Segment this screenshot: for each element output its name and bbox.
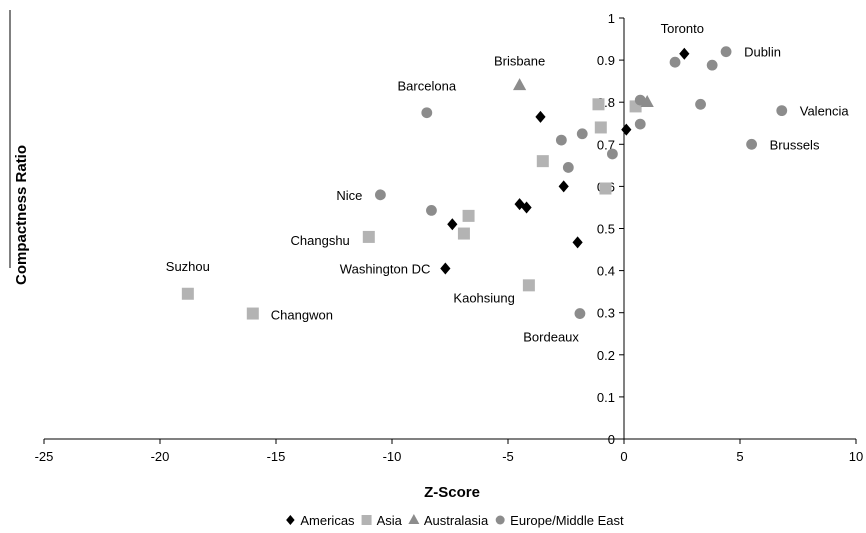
- europe-middle-east-point: [706, 59, 718, 71]
- europe-middle-east-point: [375, 189, 386, 201]
- europe-middle-east-point: [426, 204, 437, 216]
- legend-label: Americas: [300, 513, 355, 528]
- europe-middle-east-point: [634, 118, 646, 130]
- europe-middle-east-point: [607, 148, 618, 160]
- legend-label: Asia: [377, 513, 403, 528]
- asia-point: [599, 182, 612, 195]
- y-tick-label: 0.4: [597, 264, 615, 279]
- legend-item: Americas: [286, 513, 355, 528]
- x-tick-label: -20: [151, 449, 170, 464]
- asia-point: [536, 155, 549, 168]
- y-tick-label: 0.5: [597, 222, 615, 237]
- city-label: Brussels: [770, 137, 820, 152]
- x-tick-label: -15: [267, 449, 286, 464]
- y-tick-label: 1: [608, 11, 615, 26]
- australasia-point: [513, 78, 527, 91]
- legend-label: Europe/Middle East: [510, 513, 624, 528]
- city-label: Brisbane: [494, 53, 545, 68]
- city-label: Valencia: [800, 104, 850, 119]
- axes: [9, 10, 856, 440]
- asia-point: [457, 227, 470, 240]
- city-label: Washington DC: [340, 261, 431, 276]
- legend-item: Europe/Middle East: [495, 513, 624, 528]
- legend-item: Asia: [361, 513, 403, 528]
- x-tick-label: -5: [502, 449, 514, 464]
- europe-middle-east-point: [574, 308, 586, 319]
- city-label: Dublin: [744, 45, 781, 60]
- europe-middle-east-point: [776, 105, 788, 117]
- x-tick-label: 10: [849, 449, 863, 464]
- city-label: Toronto: [661, 21, 704, 36]
- asia-point: [181, 287, 194, 300]
- asia-point: [594, 121, 607, 134]
- americas-point: [621, 123, 632, 136]
- tick-labels: -25-20-15-10-5051000.10.20.30.40.50.60.7…: [35, 11, 864, 464]
- legend-label: Australasia: [424, 513, 489, 528]
- y-tick-label: 0: [608, 432, 615, 447]
- europe-middle-east-point: [720, 46, 732, 58]
- city-label: Bordeaux: [523, 330, 579, 345]
- europe-middle-east-point: [421, 107, 433, 119]
- asia-point: [246, 307, 259, 320]
- europe-middle-east-point: [669, 56, 681, 68]
- y-tick-label: 0.1: [597, 390, 615, 405]
- y-tick-label: 0.9: [597, 53, 615, 68]
- legend-marker-americas: [286, 515, 295, 525]
- legend-marker-europe-middle-east: [495, 515, 505, 525]
- americas-point: [535, 110, 546, 123]
- x-tick-label: 0: [620, 449, 627, 464]
- data-points: [181, 46, 788, 320]
- city-label: Changwon: [271, 308, 333, 323]
- americas-point: [521, 201, 532, 214]
- city-label: Kaohsiung: [453, 290, 514, 305]
- legend: Americas Asia Australasia Europe/Middle Eas…: [286, 513, 624, 528]
- europe-middle-east-point: [695, 98, 706, 110]
- europe-middle-east-point: [576, 128, 588, 140]
- legend-marker-australasia: [408, 514, 420, 524]
- asia-point: [462, 209, 475, 222]
- y-tick-label: 0.2: [597, 348, 615, 363]
- point-labels: Toronto Washington DC Changshu Kaohsiung Suz…: [166, 21, 850, 345]
- americas-point: [440, 262, 451, 275]
- americas-point: [679, 47, 690, 60]
- y-tick-label: 0.7: [597, 137, 615, 152]
- x-tick-label: -25: [35, 449, 54, 464]
- europe-middle-east-point: [555, 134, 567, 146]
- x-tick-label: -10: [383, 449, 402, 464]
- city-label: Suzhou: [166, 259, 210, 274]
- y-axis-title: Compactness Ratio: [13, 145, 30, 285]
- asia-point: [592, 98, 605, 111]
- europe-middle-east-point: [634, 94, 646, 106]
- city-label: Barcelona: [398, 79, 457, 94]
- city-label: Changshu: [291, 233, 350, 248]
- americas-point: [447, 218, 458, 231]
- americas-point: [558, 180, 569, 193]
- europe-middle-east-point: [562, 162, 574, 173]
- asia-point: [362, 230, 375, 243]
- city-label: Nice: [336, 188, 362, 203]
- y-tick-label: 0.3: [597, 306, 615, 321]
- legend-marker-asia: [361, 515, 372, 525]
- x-axis-title: Z-Score: [424, 484, 480, 501]
- legend-item: Australasia: [408, 513, 489, 528]
- asia-point: [522, 279, 535, 292]
- americas-point: [514, 198, 525, 211]
- europe-middle-east-point: [746, 138, 757, 150]
- americas-point: [572, 236, 583, 249]
- x-tick-label: 5: [736, 449, 743, 464]
